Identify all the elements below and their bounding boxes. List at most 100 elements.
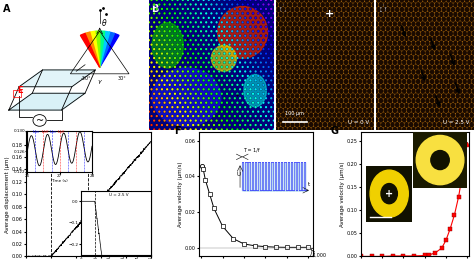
- Circle shape: [363, 60, 366, 64]
- Circle shape: [215, 119, 218, 122]
- Circle shape: [223, 88, 226, 90]
- Circle shape: [184, 84, 186, 86]
- Circle shape: [358, 41, 362, 45]
- Circle shape: [340, 70, 343, 74]
- Circle shape: [314, 17, 317, 21]
- Circle shape: [302, 51, 306, 55]
- Circle shape: [323, 27, 327, 31]
- Circle shape: [233, 16, 237, 19]
- Circle shape: [244, 106, 247, 109]
- Circle shape: [234, 8, 236, 10]
- Circle shape: [412, 108, 415, 112]
- Circle shape: [148, 84, 150, 86]
- Circle shape: [197, 70, 200, 73]
- Circle shape: [184, 111, 186, 113]
- Circle shape: [181, 43, 184, 46]
- Circle shape: [452, 65, 455, 69]
- Text: +: +: [234, 93, 239, 98]
- Circle shape: [174, 75, 176, 77]
- Circle shape: [212, 61, 216, 64]
- Circle shape: [231, 128, 234, 131]
- Circle shape: [244, 106, 246, 108]
- Circle shape: [197, 43, 200, 46]
- Circle shape: [213, 70, 215, 73]
- Circle shape: [275, 25, 278, 28]
- Circle shape: [254, 97, 257, 100]
- Circle shape: [207, 88, 210, 91]
- Circle shape: [246, 56, 249, 60]
- Circle shape: [153, 12, 155, 15]
- Y-axis label: Average velocity (μm/s): Average velocity (μm/s): [178, 162, 183, 227]
- Circle shape: [370, 103, 373, 107]
- Circle shape: [424, 17, 427, 21]
- Circle shape: [202, 106, 205, 108]
- Circle shape: [305, 46, 308, 50]
- Circle shape: [195, 119, 197, 122]
- Circle shape: [216, 93, 218, 95]
- Circle shape: [428, 84, 431, 88]
- Circle shape: [155, 0, 158, 1]
- Circle shape: [255, 0, 257, 1]
- Circle shape: [179, 75, 181, 77]
- Circle shape: [200, 101, 202, 104]
- Circle shape: [153, 119, 155, 122]
- Circle shape: [254, 43, 257, 46]
- Circle shape: [321, 99, 324, 103]
- Circle shape: [349, 70, 352, 74]
- Circle shape: [148, 57, 150, 59]
- Circle shape: [233, 124, 237, 127]
- Circle shape: [153, 128, 155, 131]
- Circle shape: [440, 89, 443, 93]
- Circle shape: [386, 17, 390, 21]
- Circle shape: [213, 34, 215, 37]
- Circle shape: [274, 51, 278, 55]
- Circle shape: [191, 97, 195, 100]
- Circle shape: [190, 48, 191, 50]
- Circle shape: [419, 103, 422, 107]
- Circle shape: [236, 101, 239, 104]
- Circle shape: [205, 30, 208, 33]
- Circle shape: [302, 22, 306, 26]
- Circle shape: [440, 80, 443, 84]
- Circle shape: [473, 89, 474, 93]
- Circle shape: [241, 119, 244, 122]
- Circle shape: [274, 99, 278, 103]
- Circle shape: [158, 57, 161, 59]
- Circle shape: [300, 123, 303, 127]
- Circle shape: [445, 32, 447, 36]
- Circle shape: [275, 34, 278, 37]
- Circle shape: [191, 70, 195, 73]
- Circle shape: [226, 3, 228, 6]
- Circle shape: [264, 34, 267, 37]
- Circle shape: [391, 84, 394, 88]
- Circle shape: [328, 17, 331, 21]
- Circle shape: [147, 83, 150, 87]
- Circle shape: [166, 79, 168, 82]
- Circle shape: [153, 3, 155, 6]
- Circle shape: [161, 34, 164, 37]
- Circle shape: [239, 61, 241, 64]
- Circle shape: [433, 75, 436, 79]
- Circle shape: [233, 97, 237, 100]
- Circle shape: [298, 108, 301, 112]
- Circle shape: [231, 30, 233, 32]
- Circle shape: [190, 30, 191, 32]
- Circle shape: [200, 57, 202, 59]
- Circle shape: [368, 3, 371, 7]
- Circle shape: [221, 102, 223, 104]
- Circle shape: [257, 119, 260, 122]
- Circle shape: [246, 75, 249, 77]
- Circle shape: [277, 0, 280, 2]
- Circle shape: [252, 128, 255, 131]
- Circle shape: [454, 108, 457, 112]
- Circle shape: [407, 3, 410, 7]
- Circle shape: [155, 115, 158, 117]
- Circle shape: [428, 113, 431, 117]
- Circle shape: [246, 119, 249, 122]
- Circle shape: [189, 30, 192, 33]
- Circle shape: [262, 48, 265, 51]
- Circle shape: [239, 44, 241, 46]
- Circle shape: [374, 36, 378, 40]
- Circle shape: [374, 127, 378, 132]
- Circle shape: [181, 61, 184, 64]
